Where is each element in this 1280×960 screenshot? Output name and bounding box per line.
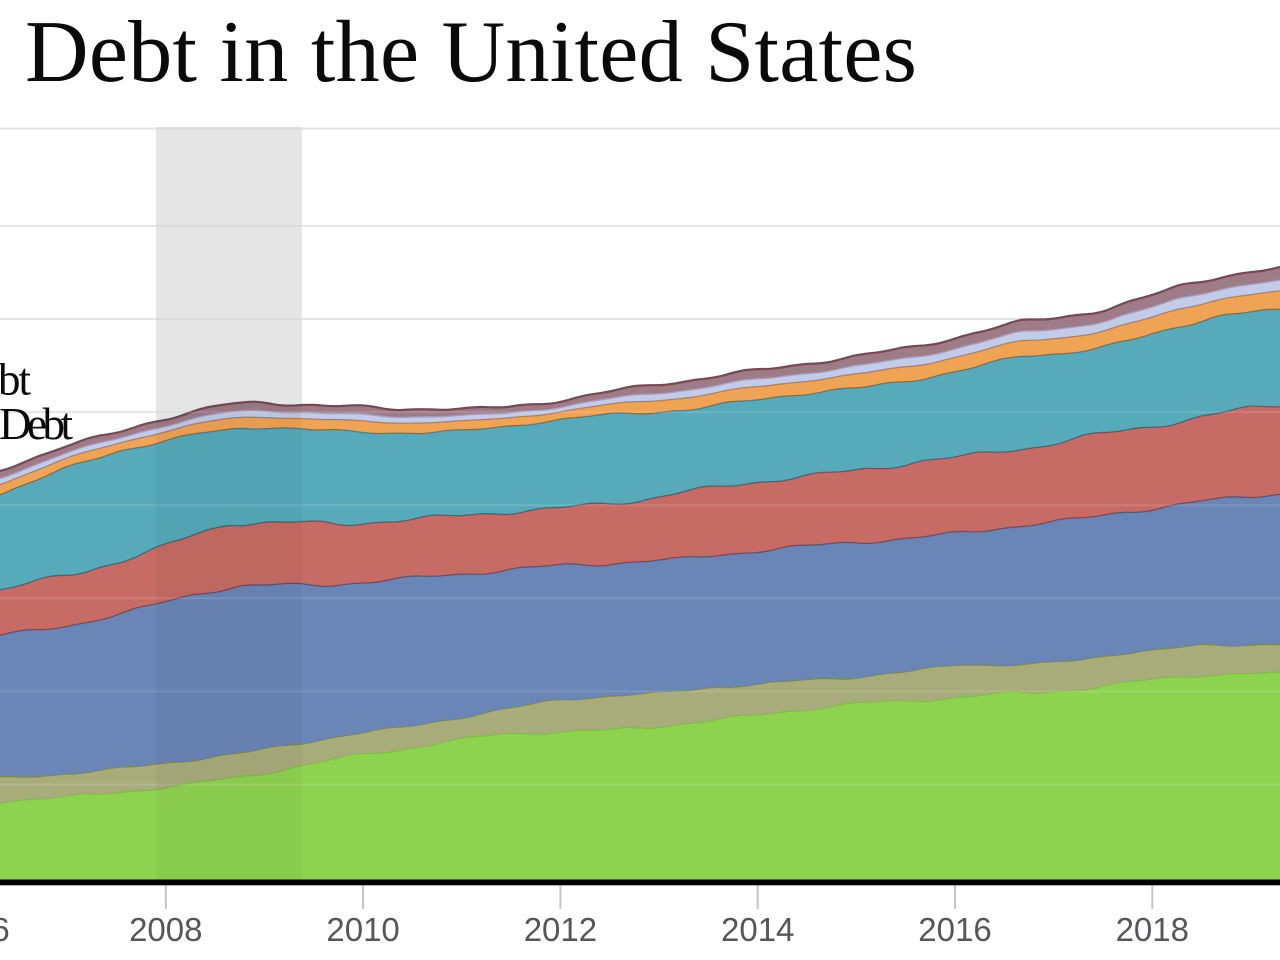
svg-text:2010: 2010 xyxy=(326,911,399,948)
svg-text:2006: 2006 xyxy=(0,911,10,948)
svg-text:2016: 2016 xyxy=(918,911,991,948)
svg-text:2014: 2014 xyxy=(721,911,794,948)
svg-text:bt: bt xyxy=(0,355,31,405)
svg-text:Debt: Debt xyxy=(0,399,73,449)
svg-text:2018: 2018 xyxy=(1116,911,1189,948)
svg-text:2012: 2012 xyxy=(524,911,597,948)
svg-text:2008: 2008 xyxy=(129,911,202,948)
